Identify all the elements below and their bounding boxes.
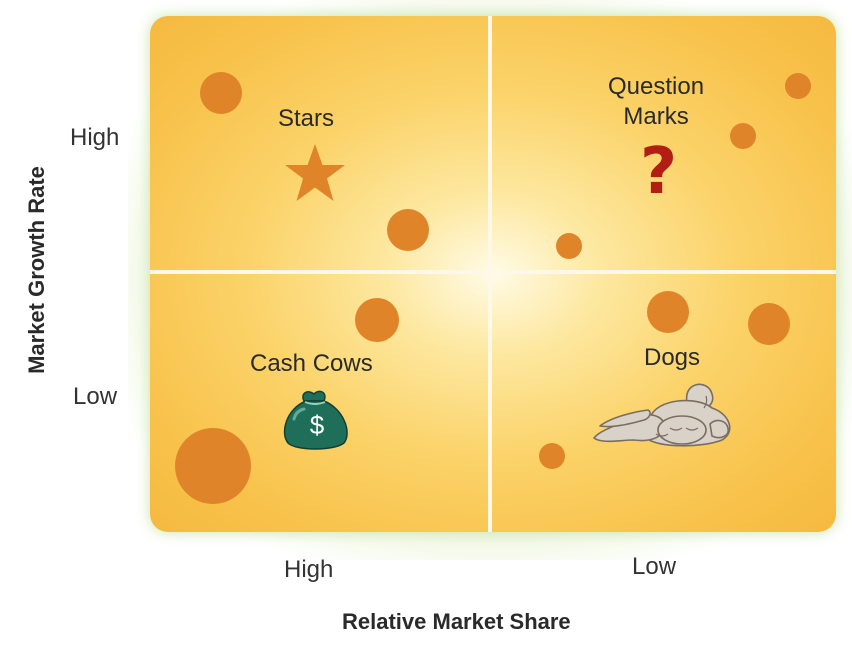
product-dot <box>647 291 689 333</box>
question-mark-icon: ? <box>640 135 678 209</box>
y-label-high: High <box>70 124 120 151</box>
vertical-divider <box>488 16 492 532</box>
product-dot <box>200 72 242 114</box>
product-dot <box>539 443 565 469</box>
money-bag-icon <box>283 390 348 450</box>
money-bag-dollar-sign: $ <box>309 410 325 440</box>
horizontal-divider <box>150 270 836 274</box>
y-label-low: Low <box>73 383 118 410</box>
growth-share-matrix: Stars Question Marks ? Cash Cows $ Dogs <box>150 16 836 532</box>
product-dot <box>730 123 756 149</box>
sleeping-dog-icon <box>593 383 731 447</box>
x-label-low: Low <box>632 553 677 580</box>
question-marks-label: Question Marks <box>608 72 704 132</box>
dogs-label: Dogs <box>644 344 701 371</box>
cash-cows-label: Cash Cows <box>250 350 373 377</box>
product-dot <box>355 298 399 342</box>
stars-label: Stars <box>278 105 335 132</box>
product-dot <box>748 303 790 345</box>
x-label-high: High <box>284 556 334 583</box>
product-dot <box>175 428 251 504</box>
star-icon <box>285 144 345 201</box>
y-axis-title: Market Growth Rate <box>24 166 49 374</box>
product-dot <box>387 209 429 251</box>
question-marks-label-line2: Marks <box>623 103 689 130</box>
x-axis-title: Relative Market Share <box>342 609 571 634</box>
product-dot <box>785 73 811 99</box>
product-dot <box>556 233 582 259</box>
question-marks-label-line1: Question <box>608 73 705 100</box>
